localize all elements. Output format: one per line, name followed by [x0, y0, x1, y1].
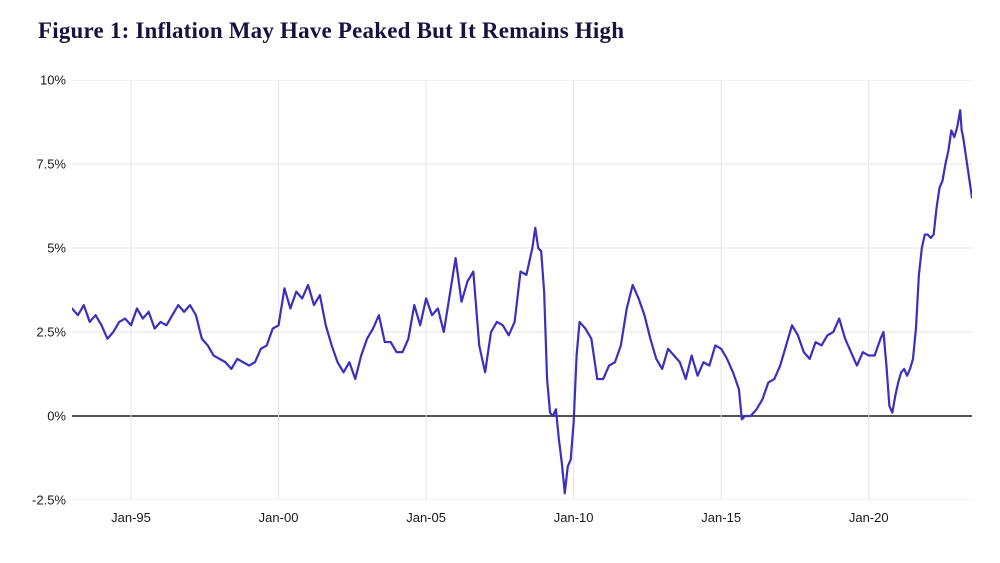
ytick-label: 2.5%: [16, 325, 66, 340]
plot-area: [72, 80, 972, 500]
figure-container: Figure 1: Inflation May Have Peaked But …: [0, 0, 1000, 563]
chart-svg: [72, 80, 972, 500]
ytick-label: 10%: [16, 73, 66, 88]
ytick-label: -2.5%: [16, 493, 66, 508]
ytick-label: 0%: [16, 409, 66, 424]
xtick-label: Jan-15: [701, 510, 741, 525]
xtick-label: Jan-95: [111, 510, 151, 525]
ytick-label: 7.5%: [16, 157, 66, 172]
xtick-label: Jan-20: [849, 510, 889, 525]
figure-title: Figure 1: Inflation May Have Peaked But …: [38, 18, 624, 44]
xtick-label: Jan-00: [259, 510, 299, 525]
xtick-label: Jan-05: [406, 510, 446, 525]
ytick-label: 5%: [16, 241, 66, 256]
xtick-label: Jan-10: [554, 510, 594, 525]
